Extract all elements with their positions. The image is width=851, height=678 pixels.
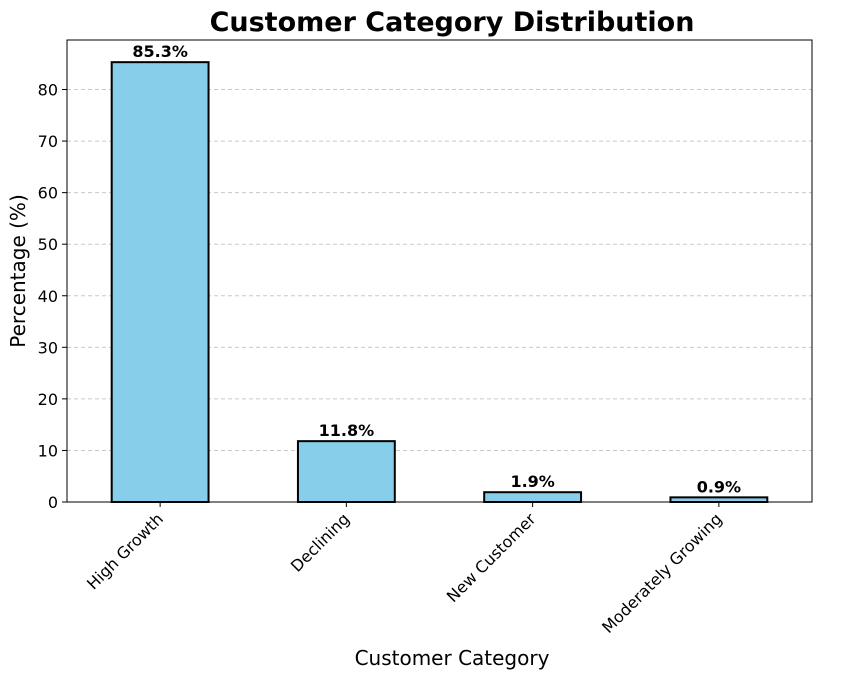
y-tick-label: 0 (48, 493, 58, 512)
x-tick-label: Moderately Growing (598, 509, 726, 637)
y-tick-label: 40 (38, 287, 58, 306)
y-tick-label: 60 (38, 184, 58, 203)
bar (669, 496, 769, 503)
y-tick-label: 50 (38, 235, 58, 254)
y-tick-label: 10 (38, 441, 58, 460)
grid-lines (67, 89, 812, 451)
y-tick-label: 80 (38, 81, 58, 100)
x-tick-label: Declining (287, 509, 353, 575)
bar (483, 491, 583, 503)
x-tick-label: New Customer (443, 509, 540, 606)
bar (296, 440, 396, 503)
y-tick-label: 30 (38, 338, 58, 357)
bar-value-label: 11.8% (319, 421, 375, 440)
y-axis-label: Percentage (%) (6, 194, 30, 347)
bars (110, 61, 769, 503)
x-axis-ticks: High Growth Declining New Customer Moderate… (83, 502, 726, 637)
plot-frame (66, 39, 813, 503)
y-tick-label: 70 (38, 132, 58, 151)
data-labels: 85.3% 11.8% 1.9% 0.9% (132, 42, 741, 496)
y-axis-ticks: 0 10 20 30 40 50 60 70 80 (38, 81, 67, 512)
bar-value-label: 85.3% (132, 42, 188, 61)
x-axis-label: Customer Category (355, 646, 550, 670)
y-tick-label: 20 (38, 390, 58, 409)
bar (110, 61, 210, 503)
bar-value-label: 1.9% (510, 472, 554, 491)
bar-value-label: 0.9% (697, 477, 741, 496)
chart-title: Customer Category Distribution (210, 7, 695, 38)
x-tick-label: High Growth (83, 509, 167, 593)
